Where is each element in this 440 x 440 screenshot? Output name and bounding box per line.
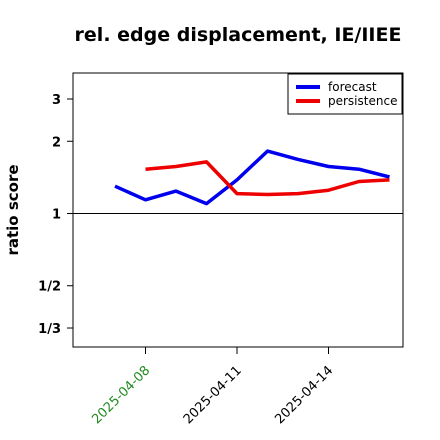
- x-tick-label: 2025-04-11: [181, 363, 245, 427]
- legend-label-forecast: forecast: [328, 80, 377, 94]
- y-tick-label: 3: [52, 93, 61, 108]
- legend-box: [287, 73, 403, 115]
- legend-label-persistence: persistence: [328, 94, 397, 108]
- y-tick-label: 1/2: [38, 280, 61, 295]
- plot-frame: [72, 72, 404, 348]
- series-line-forecast: [114, 149, 390, 206]
- x-tick-label: 2025-04-08: [89, 363, 153, 427]
- x-tick-label: 2025-04-14: [272, 363, 336, 427]
- y-tick-label: 2: [52, 135, 61, 150]
- series-line-persistence: [145, 160, 390, 197]
- y-tick-label: 1/3: [38, 322, 61, 337]
- y-tick-label: 1: [52, 208, 61, 223]
- y-axis-label: ratio score: [4, 164, 22, 255]
- chart-title: rel. edge displacement, IE/IIEE: [74, 24, 402, 46]
